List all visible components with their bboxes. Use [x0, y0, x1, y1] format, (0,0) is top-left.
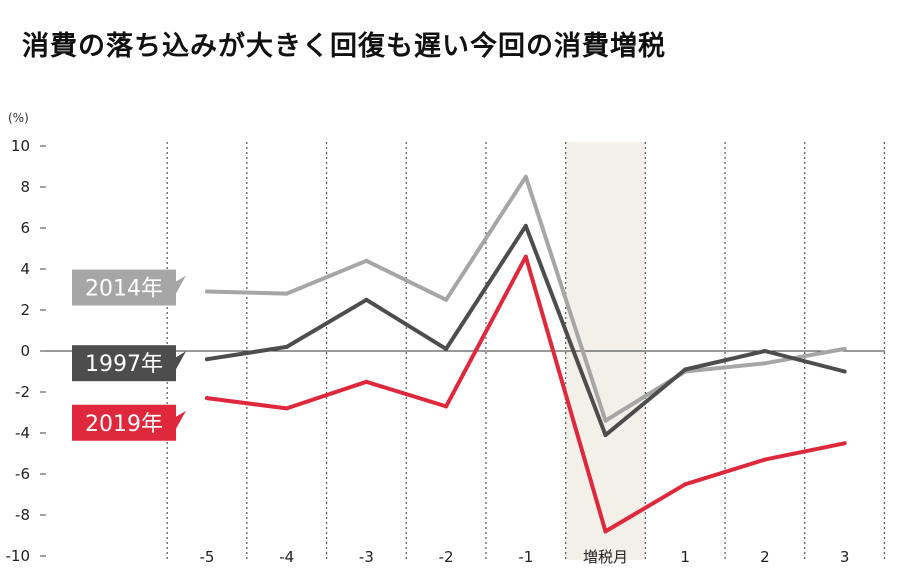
data-point: [444, 404, 449, 409]
data-point: [284, 406, 289, 411]
x-tick-label: -5: [200, 548, 215, 566]
x-tick-label: -4: [279, 548, 294, 566]
data-point: [284, 291, 289, 296]
data-point: [523, 223, 528, 228]
data-point: [205, 357, 209, 362]
y-tick-label: 8: [20, 178, 30, 196]
y-tick-label: 4: [20, 260, 30, 278]
y-tick-label: 0: [20, 342, 30, 360]
data-point: [364, 258, 369, 263]
y-tick-label: 6: [20, 219, 30, 237]
data-point: [683, 482, 688, 487]
x-tick-label: 2: [760, 548, 770, 566]
legend-pointer: [176, 351, 186, 370]
legend-box: [72, 345, 176, 382]
series-line: [205, 254, 847, 534]
x-tick-label: 3: [840, 548, 850, 566]
data-point: [364, 297, 369, 302]
legend-label: 1997年: [85, 352, 163, 377]
y-tick-label: -4: [15, 424, 30, 442]
legend-box: [72, 404, 176, 441]
data-point: [444, 346, 449, 351]
data-point: [523, 254, 528, 259]
data-point: [205, 289, 209, 294]
data-point: [284, 344, 289, 349]
legend-label: 2019年: [85, 412, 163, 437]
data-point: [683, 367, 688, 372]
y-tick-label: -10: [6, 547, 31, 565]
data-point: [842, 441, 847, 446]
x-tick-label: -3: [359, 548, 374, 566]
legend-item: 2014年: [72, 269, 186, 306]
data-point: [523, 174, 528, 179]
data-point: [603, 418, 608, 423]
data-point: [762, 457, 767, 462]
y-tick-label: 2: [20, 301, 30, 319]
data-point: [842, 346, 847, 351]
y-unit-label: (%): [8, 111, 29, 125]
legend-pointer: [176, 410, 186, 429]
x-tick-label: 増税月: [583, 548, 628, 566]
legend-item: 2019年: [72, 404, 186, 441]
data-point: [762, 361, 767, 366]
x-tick-label: 1: [680, 548, 690, 566]
data-point: [205, 396, 209, 401]
data-point: [762, 349, 767, 353]
legend-item: 1997年: [72, 345, 186, 382]
y-tick-label: -8: [15, 506, 30, 524]
data-point: [364, 379, 369, 384]
x-tick-label: -2: [439, 548, 454, 566]
data-point: [603, 433, 608, 438]
data-point: [603, 529, 608, 534]
y-tick-label: -2: [15, 383, 30, 401]
data-point: [444, 297, 449, 302]
legend-box: [72, 269, 176, 306]
series-line: [205, 174, 847, 423]
data-point: [842, 369, 847, 374]
legend-pointer: [176, 275, 186, 294]
y-tick-label: -6: [15, 465, 30, 483]
legend-label: 2014年: [85, 277, 163, 302]
y-tick-label: 10: [11, 137, 30, 155]
x-tick-label: -1: [518, 548, 533, 566]
chart-title: 消費の落ち込みが大きく回復も遅い今回の消費増税: [22, 31, 666, 62]
